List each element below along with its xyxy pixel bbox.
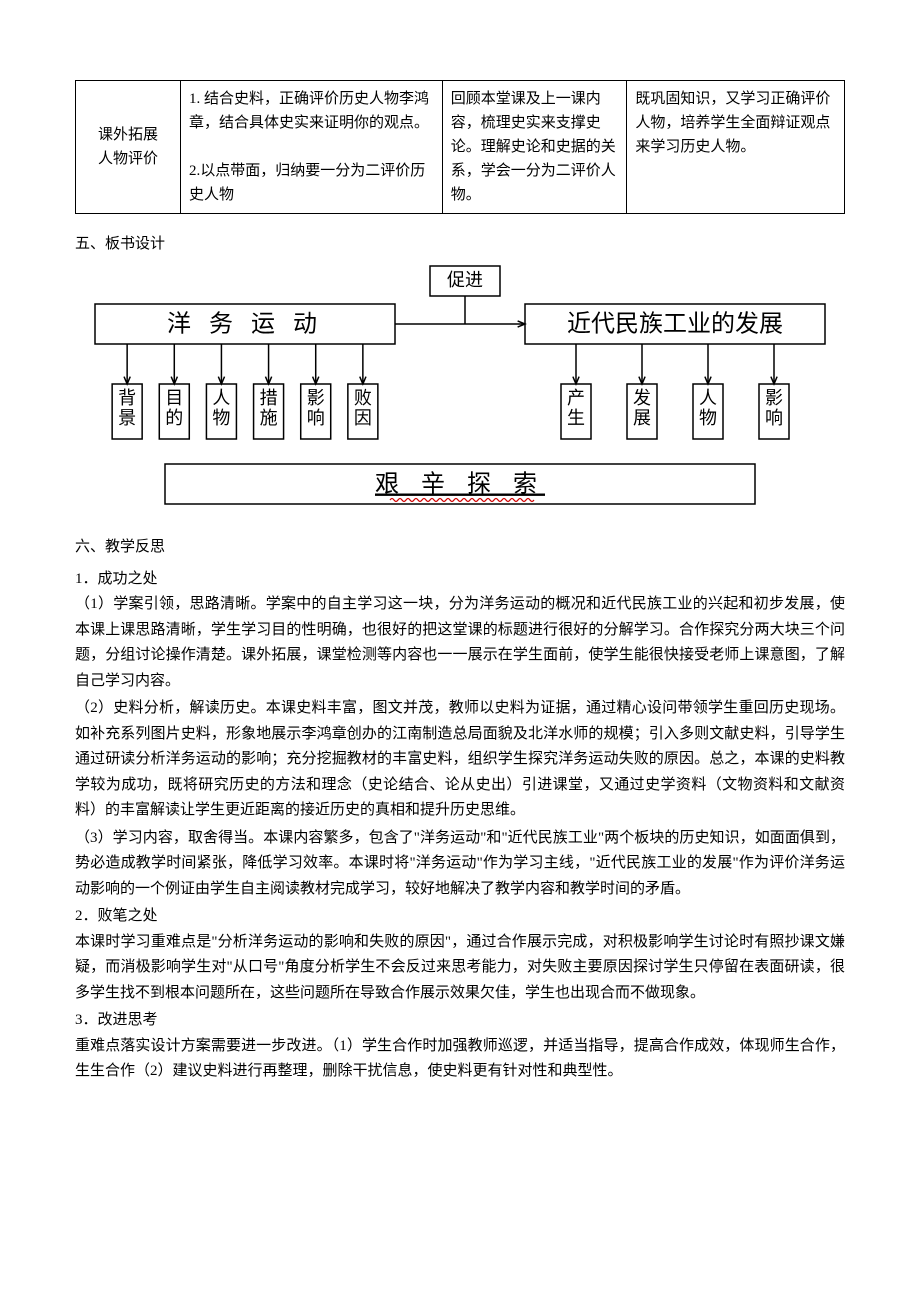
p2-1: 本课时学习重难点是"分析洋务运动的影响和失败的原因"，通过合作展示完成，对积极影… [75, 930, 845, 1007]
svg-text:影: 影 [765, 388, 783, 408]
svg-text:影: 影 [307, 388, 325, 408]
cell-student: 回顾本堂课及上一课内容，梳理史实来支撑史论。理解史论和史据的关系，学会一分为二评… [442, 81, 627, 214]
svg-text:败: 败 [354, 388, 372, 408]
p3-title: 3．改进思考 [75, 1008, 845, 1034]
svg-text:艰 辛 探 索: 艰 辛 探 索 [375, 470, 545, 497]
lesson-table: 课外拓展 人物评价 1. 结合史料，正确评价历史人物李鸿章，结合具体史实来证明你… [75, 80, 845, 214]
diagram-svg: 促进洋 务 运 动近代民族工业的发展背景目的人物措施影响败因产生发展人物影响艰 … [75, 264, 845, 514]
p3-1: 重难点落实设计方案需要进一步改进。（1）学生合作时加强教师巡逻，并适当指导，提高… [75, 1034, 845, 1085]
svg-text:生: 生 [567, 408, 585, 428]
svg-text:施: 施 [260, 408, 278, 428]
svg-text:因: 因 [354, 408, 372, 428]
svg-text:目: 目 [165, 388, 183, 408]
row-label-cell: 课外拓展 人物评价 [76, 81, 181, 214]
svg-text:产: 产 [567, 388, 585, 408]
svg-text:物: 物 [212, 408, 230, 428]
svg-text:物: 物 [699, 408, 717, 428]
svg-text:洋 务 运 动: 洋 务 运 动 [167, 310, 323, 337]
svg-text:措: 措 [260, 388, 278, 408]
svg-text:的: 的 [165, 408, 183, 428]
svg-text:人: 人 [699, 388, 717, 408]
cell-intent: 既巩固知识，又学习正确评价人物，培养学生全面辩证观点来学习历史人物。 [627, 81, 845, 214]
svg-text:人: 人 [212, 388, 230, 408]
table-row: 课外拓展 人物评价 1. 结合史料，正确评价历史人物李鸿章，结合具体史实来证明你… [76, 81, 845, 214]
p1-title: 1．成功之处 [75, 567, 845, 593]
svg-text:背: 背 [118, 388, 136, 408]
svg-text:展: 展 [633, 408, 651, 428]
board-design-diagram: 促进洋 务 运 动近代民族工业的发展背景目的人物措施影响败因产生发展人物影响艰 … [75, 264, 845, 524]
p2-title: 2．败笔之处 [75, 904, 845, 930]
svg-text:近代民族工业的发展: 近代民族工业的发展 [567, 310, 783, 337]
p1-1: （1）学案引领，思路清晰。学案中的自主学习这一块，分为洋务运动的概况和近代民族工… [75, 592, 845, 694]
svg-text:响: 响 [307, 408, 325, 428]
svg-text:景: 景 [118, 408, 136, 428]
p1-3: （3）学习内容，取舍得当。本课内容繁多，包含了"洋务运动"和"近代民族工业"两个… [75, 826, 845, 903]
row-label: 课外拓展 人物评价 [98, 127, 158, 167]
p1-2: （2）史料分析，解读历史。本课史料丰富，图文并茂，教师以史料为证据，通过精心设问… [75, 696, 845, 824]
svg-text:促进: 促进 [447, 270, 483, 290]
svg-text:发: 发 [633, 388, 651, 408]
section5-title: 五、板书设计 [75, 232, 845, 258]
section6-title: 六、教学反思 [75, 535, 845, 561]
cell-activity: 1. 结合史料，正确评价历史人物李鸿章，结合具体史实来证明你的观点。 2.以点带… [180, 81, 442, 214]
svg-text:响: 响 [765, 408, 783, 428]
